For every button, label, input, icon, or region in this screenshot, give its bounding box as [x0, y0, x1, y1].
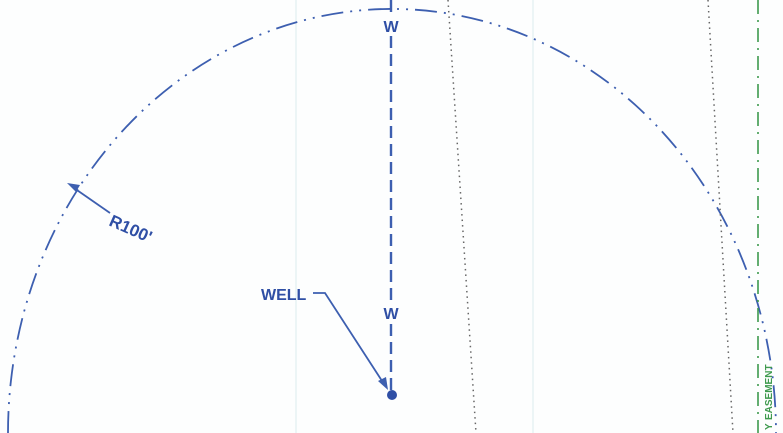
well-radius-circle [7, 7, 777, 433]
property-line-dotted [707, 0, 734, 433]
radius-label: R100' [106, 211, 155, 247]
easement-label: EASEMENT [764, 364, 775, 420]
easement-text-group: Y EASEMENT [764, 364, 775, 430]
well-point [387, 390, 397, 400]
radius-arrowhead [67, 183, 80, 192]
water-marker-mask [380, 302, 402, 322]
well-leader-line [313, 292, 385, 385]
water-marker-mask [380, 15, 402, 35]
radius-leader-line [73, 187, 111, 214]
water-marker-top: W [383, 19, 399, 36]
property-line-dotted [447, 0, 477, 433]
water-marker-mid: W [383, 306, 399, 323]
well-leader-arrowhead [378, 377, 388, 390]
background-grid [295, 0, 534, 433]
easement-prefix: Y [764, 423, 775, 430]
well-label: WELL [261, 287, 307, 304]
